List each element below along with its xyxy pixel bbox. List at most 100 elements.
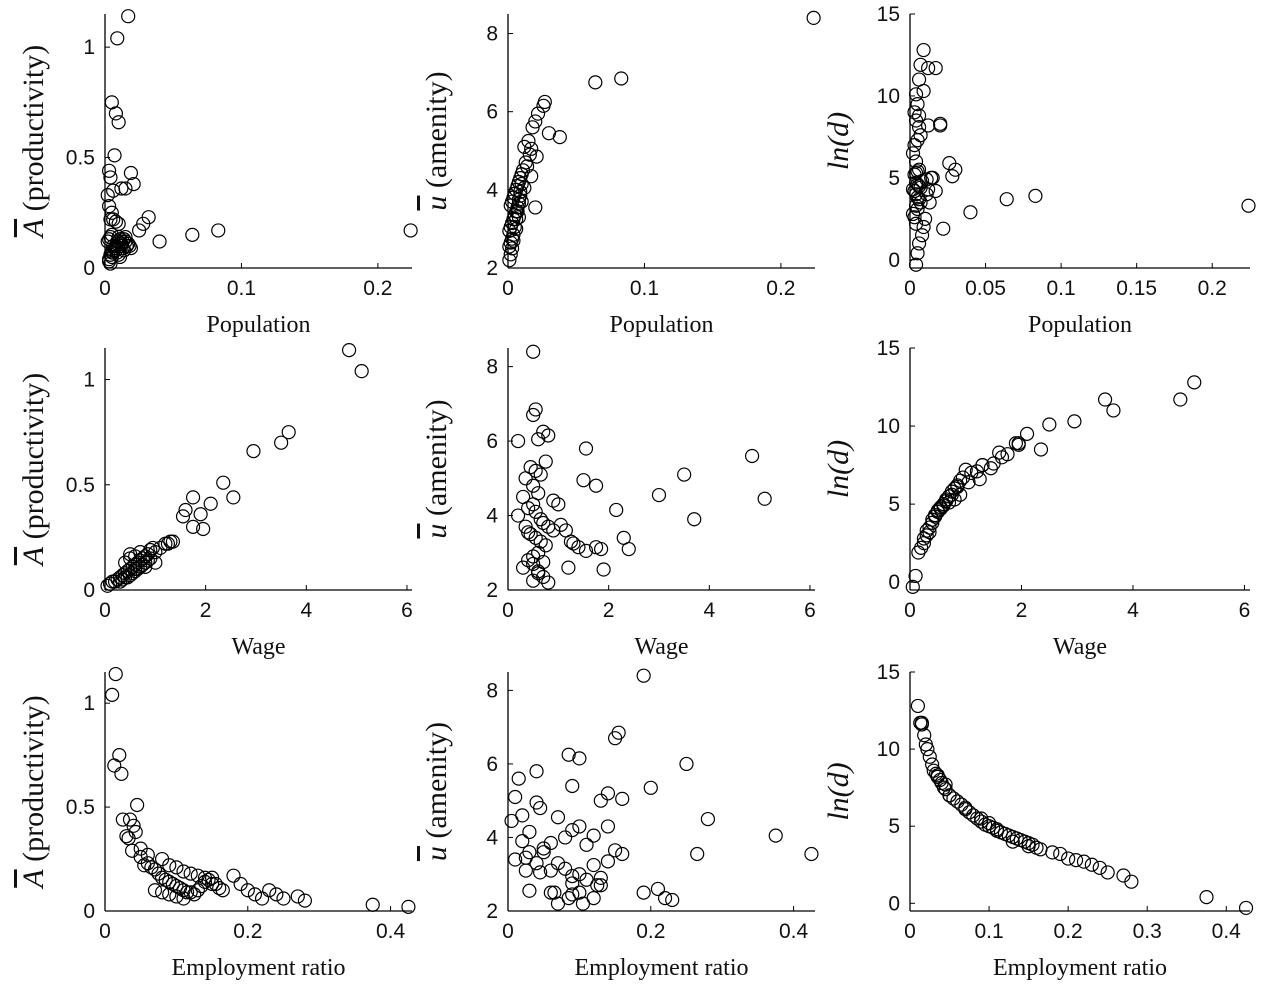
scatter-point [572, 819, 587, 834]
scatter-point [905, 206, 921, 222]
scatter-point [112, 748, 127, 763]
scatter-point [108, 214, 124, 229]
x-tick-label: 0.15 [1116, 277, 1157, 300]
scatter-point [1021, 839, 1036, 854]
scatter-point [588, 75, 603, 90]
scatter-point [118, 181, 133, 196]
x-tick-label: 0.05 [965, 277, 1006, 300]
scatter-point [616, 530, 631, 545]
scatter-point [677, 467, 692, 482]
y-axis-label-text: (productivity) [17, 45, 50, 212]
scatter-point [565, 868, 580, 884]
scatter-point [992, 445, 1007, 460]
x-tick-label: 0 [502, 599, 514, 622]
y-tick-label: 0.5 [66, 474, 95, 497]
y-axis-label: ln(d) [822, 440, 855, 498]
scatter-point [925, 515, 940, 530]
scatter-point [541, 126, 557, 141]
scatter-point [919, 187, 934, 202]
scatter-point [341, 343, 357, 358]
scatter-point [528, 463, 543, 478]
scatter-point [921, 60, 936, 76]
x-axis-label: Population [1028, 312, 1132, 338]
scatter-point [1068, 853, 1084, 868]
scatter-point [914, 228, 930, 243]
x-tick-label: 2 [200, 599, 212, 622]
y-axis-label-text: (productivity) [17, 373, 50, 540]
scatter-point [111, 115, 126, 130]
scatter-point [916, 42, 931, 58]
y-tick-label: 0 [83, 579, 95, 602]
y-axis-label: u (amenity) [420, 399, 453, 538]
scatter-point [533, 512, 548, 527]
panel-3-3: 0 0.1 0.2 0.3 0.4 0 5 10 15 Employment ratio ln(d) [822, 661, 1254, 981]
scatter-point [529, 856, 544, 871]
scatter-point [1124, 874, 1139, 889]
x-tick-label: 0.2 [636, 920, 665, 943]
scatter-point [989, 822, 1005, 837]
scatter-point [246, 444, 261, 459]
scatter-point [100, 578, 115, 593]
scatter-point [572, 751, 587, 766]
scatter-point [240, 883, 255, 898]
scatter-point [126, 176, 141, 192]
scatter-point [185, 490, 201, 505]
y-tick-label: 0 [888, 249, 900, 272]
y-tick-label: 15 [877, 337, 900, 360]
scatter-point [643, 780, 658, 795]
scatter-point [914, 540, 929, 555]
y-tick-label: 1 [83, 369, 95, 392]
y-axis-label: A (productivity) [17, 373, 50, 567]
scatter-point [565, 778, 580, 794]
scatter-point [522, 147, 537, 162]
scatter-point [297, 893, 313, 908]
scatter-point [615, 791, 630, 806]
scatter-point [533, 534, 548, 549]
scatter-point [918, 211, 933, 226]
scatter-point [615, 846, 630, 862]
scatter-point [571, 540, 586, 555]
scatter-point [276, 891, 291, 906]
y-tick-label: 8 [486, 356, 498, 379]
scatter-point [910, 698, 926, 714]
panel-3-2: 0 0.2 0.4 2 4 6 8 Employment ratio u (amenity) [420, 668, 819, 981]
scatter-point [152, 234, 167, 249]
y-axis-label: u (amenity) [420, 722, 453, 861]
scatter-point [1100, 865, 1115, 880]
scatter-point [281, 425, 296, 440]
scatter-point [508, 852, 523, 867]
scatter-point [515, 834, 530, 849]
x-tick-label: 2 [603, 599, 615, 622]
scatter-point [558, 861, 573, 876]
scatter-point [169, 889, 184, 904]
scatter-point [930, 503, 945, 518]
scatter-point [593, 870, 608, 886]
y-tick-label: 0.5 [66, 796, 95, 819]
scatter-point [974, 811, 989, 826]
scatter-point [175, 509, 191, 524]
scatter-point [190, 868, 205, 883]
scatter-point [908, 568, 923, 584]
scatter-point [910, 201, 925, 217]
y-tick-label: 15 [877, 3, 900, 26]
y-axis-label-symbol: A [17, 218, 50, 239]
scatter-point [533, 467, 548, 482]
y-axis-label-symbol: A [17, 546, 50, 567]
scatter-point [914, 715, 929, 730]
scatter-point [536, 424, 551, 439]
scatter-point [504, 241, 520, 256]
y-axis-label: A (productivity) [17, 695, 50, 889]
scatter-point [578, 441, 594, 456]
x-tick-label: 4 [703, 599, 715, 622]
scatter-point [525, 120, 540, 135]
y-tick-label: 0 [83, 257, 95, 280]
y-axis-label: A (productivity) [17, 45, 50, 239]
y-tick-label: 2 [486, 579, 498, 602]
scatter-point [600, 786, 616, 801]
scatter-point [1005, 834, 1020, 849]
scatter-point [614, 71, 629, 86]
scatter-point [553, 517, 568, 532]
scatter-point [196, 521, 211, 537]
scatter-point [916, 219, 931, 235]
